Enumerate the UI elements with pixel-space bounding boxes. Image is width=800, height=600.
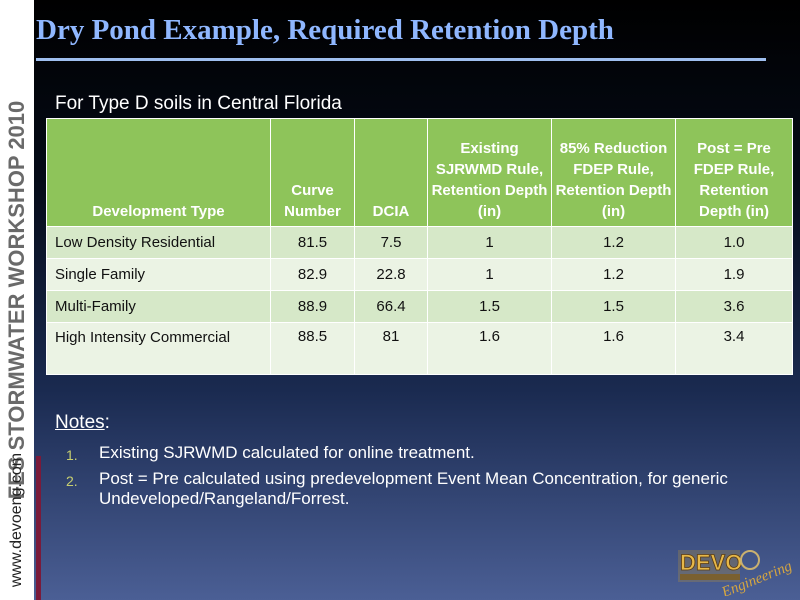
cell-existing-sjrwmd: 1 [427, 258, 552, 291]
note-number: 1. [66, 447, 78, 463]
cell-post-pre: 1.0 [675, 226, 793, 259]
title-rule [36, 58, 766, 61]
cell-existing-sjrwmd: 1.5 [427, 290, 552, 323]
header-dcia: DCIA [354, 118, 428, 227]
cell-85-reduction: 1.2 [551, 226, 676, 259]
cell-curve-number: 88.9 [270, 290, 355, 323]
header-curve-number: Curve Number [270, 118, 355, 227]
table-header-row: Development Type Curve Number DCIA Exist… [46, 118, 793, 227]
cell-85-reduction: 1.6 [551, 322, 676, 375]
cell-curve-number: 82.9 [270, 258, 355, 291]
slide-title: Dry Pond Example, Required Retention Dep… [36, 14, 614, 46]
table-row: Low Density Residential 81.5 7.5 1 1.2 1… [46, 226, 793, 259]
logo-gear-icon [740, 550, 760, 570]
cell-development-type: Single Family [46, 258, 271, 291]
cell-curve-number: 81.5 [270, 226, 355, 259]
cell-dcia: 22.8 [354, 258, 428, 291]
cell-post-pre: 1.9 [675, 258, 793, 291]
header-post-pre-fdep: Post = Pre FDEP Rule, Retention Depth (i… [675, 118, 793, 227]
cell-existing-sjrwmd: 1 [427, 226, 552, 259]
header-85-reduction-fdep: 85% Reduction FDEP Rule, Retention Depth… [551, 118, 676, 227]
cell-post-pre: 3.6 [675, 290, 793, 323]
sidebar: FES STORMWATER WORKSHOP 2010 www.devoeng… [0, 0, 34, 600]
table-row: High Intensity Commercial 88.5 81 1.6 1.… [46, 322, 793, 375]
notes-heading: Notes: [55, 412, 110, 434]
notes-heading-colon: : [104, 412, 110, 433]
notes-list: 1. Existing SJRWMD calculated for online… [66, 443, 781, 515]
header-existing-sjrwmd: Existing SJRWMD Rule, Retention Depth (i… [427, 118, 552, 227]
slide-subtitle: For Type D soils in Central Florida [55, 93, 342, 114]
table-row: Multi-Family 88.9 66.4 1.5 1.5 3.6 [46, 290, 793, 323]
list-item: 1. Existing SJRWMD calculated for online… [66, 443, 781, 463]
note-number: 2. [66, 473, 78, 489]
cell-dcia: 66.4 [354, 290, 428, 323]
cell-dcia: 81 [354, 322, 428, 375]
cell-existing-sjrwmd: 1.6 [427, 322, 552, 375]
website-url: www.devoeng.com [8, 452, 25, 588]
cell-development-type: Low Density Residential [46, 226, 271, 259]
note-text: Existing SJRWMD calculated for online tr… [99, 443, 475, 462]
notes-heading-label: Notes [55, 412, 105, 433]
header-development-type: Development Type [46, 118, 271, 227]
logo-main-text: DEVO [680, 550, 742, 575]
cell-dcia: 7.5 [354, 226, 428, 259]
cell-post-pre: 3.4 [675, 322, 793, 375]
accent-bar [36, 456, 41, 600]
logo-bar [680, 574, 740, 580]
workshop-vertical-text: FES STORMWATER WORKSHOP 2010 [4, 100, 29, 500]
retention-table: Development Type Curve Number DCIA Exist… [46, 118, 793, 375]
cell-85-reduction: 1.2 [551, 258, 676, 291]
cell-development-type: High Intensity Commercial [46, 322, 271, 375]
cell-curve-number: 88.5 [270, 322, 355, 375]
list-item: 2. Post = Pre calculated using predevelo… [66, 469, 781, 509]
cell-85-reduction: 1.5 [551, 290, 676, 323]
note-text: Post = Pre calculated using predevelopme… [99, 469, 728, 508]
devo-engineering-logo: DEVO Engineering [678, 550, 794, 596]
table-row: Single Family 82.9 22.8 1 1.2 1.9 [46, 258, 793, 291]
cell-development-type: Multi-Family [46, 290, 271, 323]
